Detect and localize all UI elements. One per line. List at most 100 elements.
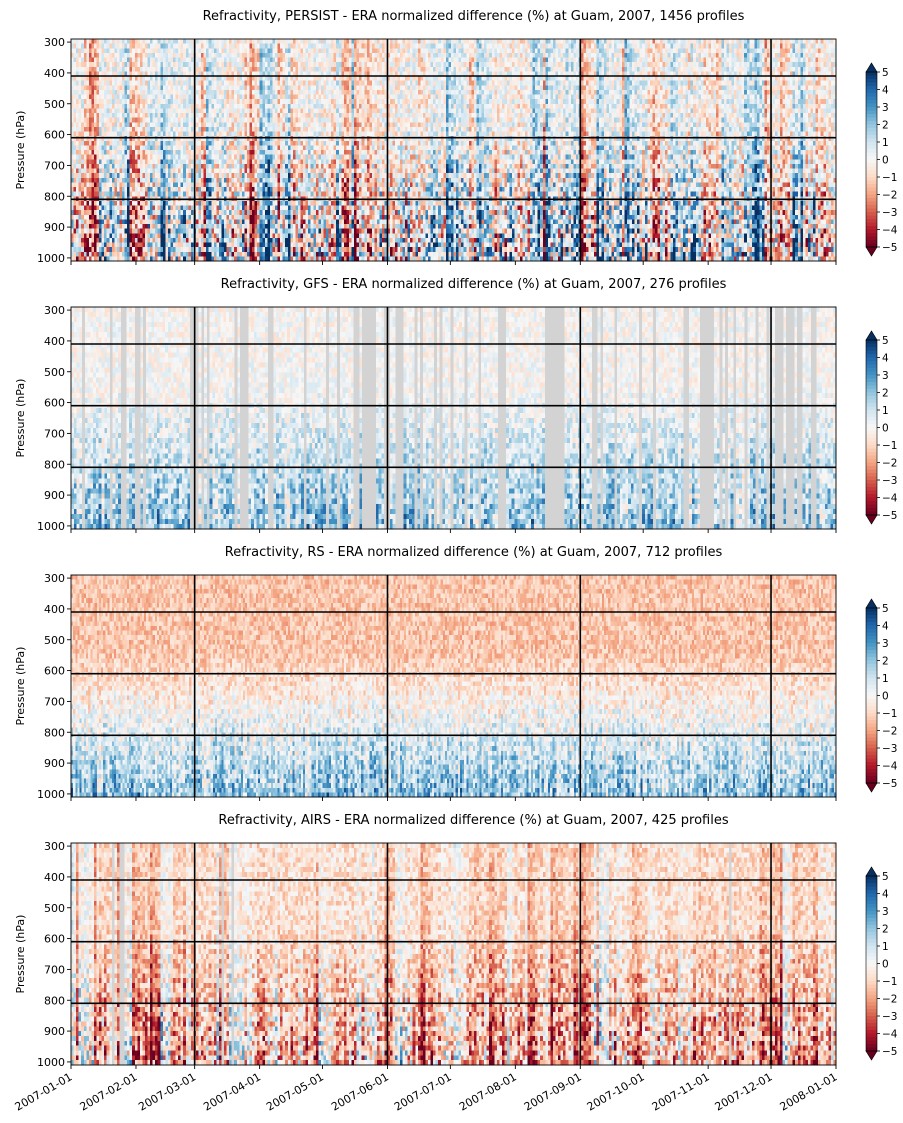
colorbar-tick-label: −3 xyxy=(882,1011,897,1023)
y-tick-label: 500 xyxy=(44,98,65,111)
colorbar-tick-label: −4 xyxy=(882,225,898,237)
colorbar-tick-label: 3 xyxy=(882,638,889,650)
colorbar-tick-label: −1 xyxy=(882,708,897,720)
panel-title: Refractivity, GFS - ERA normalized diffe… xyxy=(221,277,727,292)
colorbar-extend-min xyxy=(865,246,878,257)
colorbar-tick-label: −2 xyxy=(882,458,897,470)
x-tick-label: 2007-02-01 xyxy=(78,1070,140,1113)
colorbar-tick-label: 5 xyxy=(882,871,889,883)
colorbar-tick-label: −1 xyxy=(882,440,897,452)
y-tick-label: 1000 xyxy=(37,252,65,265)
colorbar-tick-label: 1 xyxy=(882,405,889,417)
y-tick-label: 300 xyxy=(44,304,65,317)
y-tick-label: 300 xyxy=(44,840,65,853)
x-tick-label: 2008-01-01 xyxy=(778,1070,840,1113)
colorbar-tick-label: 2 xyxy=(882,388,889,400)
y-axis-label: Pressure (hPa) xyxy=(14,915,27,994)
y-tick-label: 800 xyxy=(44,726,65,739)
colorbar-extend-min xyxy=(865,514,878,525)
y-axis-label: Pressure (hPa) xyxy=(14,647,27,726)
plot-frame xyxy=(70,38,837,262)
colorbar-tick-label: 3 xyxy=(882,906,889,918)
y-tick-label: 700 xyxy=(44,695,65,708)
colorbar-tick-label: −1 xyxy=(882,976,897,988)
y-tick-label: 800 xyxy=(44,994,65,1007)
x-tick-label: 2007-12-01 xyxy=(713,1070,775,1113)
colorbar-tick-label: 5 xyxy=(882,603,889,615)
x-tick-label: 2007-03-01 xyxy=(136,1070,198,1113)
colorbar-tick-label: 0 xyxy=(882,423,889,435)
y-tick-label: 400 xyxy=(44,335,65,348)
colorbar-tick-label: 5 xyxy=(882,335,889,347)
y-tick-label: 300 xyxy=(44,572,65,585)
colorbar: −5 −4 −3 −2 −1 0 1 2 3 4 5 xyxy=(865,62,898,257)
colorbar-extend-max xyxy=(865,598,878,609)
panel-3: Refractivity, RS - ERA normalized differ… xyxy=(14,545,898,801)
colorbar-tick-label: 4 xyxy=(882,85,889,97)
y-tick-label: 600 xyxy=(44,129,65,142)
y-tick-label: 300 xyxy=(44,36,65,49)
colorbar-tick-label: 5 xyxy=(882,67,889,79)
colorbar-tick-label: −4 xyxy=(882,493,898,505)
y-tick-label: 900 xyxy=(44,221,65,234)
colorbar-tick-label: −5 xyxy=(882,510,897,522)
y-tick-label: 900 xyxy=(44,489,65,502)
colorbar-extend-max xyxy=(865,866,878,877)
y-tick-label: 600 xyxy=(44,933,65,946)
x-tick-label: 2007-09-01 xyxy=(522,1070,584,1113)
colorbar-tick-label: 0 xyxy=(882,691,889,703)
plot-frame xyxy=(70,574,837,798)
y-tick-label: 700 xyxy=(44,963,65,976)
colorbar-tick-label: −2 xyxy=(882,190,897,202)
colorbar-tick-label: 2 xyxy=(882,656,889,668)
colorbar-tick-label: 2 xyxy=(882,120,889,132)
y-tick-label: 400 xyxy=(44,871,65,884)
y-tick-label: 800 xyxy=(44,190,65,203)
colorbar-extend-max xyxy=(865,330,878,341)
colorbar-tick-label: −5 xyxy=(882,778,897,790)
x-tick-label: 2007-06-01 xyxy=(329,1070,391,1113)
colorbar-tick-label: 1 xyxy=(882,941,889,953)
heatmap-field xyxy=(71,39,837,262)
y-tick-label: 900 xyxy=(44,757,65,770)
colorbar-tick-label: 0 xyxy=(882,155,889,167)
colorbar-extend-max xyxy=(865,62,878,73)
colorbar-tick-label: 3 xyxy=(882,370,889,382)
y-tick-label: 500 xyxy=(44,366,65,379)
plot-frame xyxy=(70,306,837,530)
y-axis-label: Pressure (hPa) xyxy=(14,111,27,190)
heatmap-field xyxy=(71,307,837,530)
y-tick-label: 400 xyxy=(44,603,65,616)
x-tick-label: 2007-10-01 xyxy=(585,1070,647,1113)
y-tick-label: 500 xyxy=(44,634,65,647)
colorbar: −5 −4 −3 −2 −1 0 1 2 3 4 5 xyxy=(865,598,898,793)
y-tick-label: 1000 xyxy=(37,788,65,801)
y-tick-label: 600 xyxy=(44,397,65,410)
y-tick-label: 600 xyxy=(44,665,65,678)
colorbar-tick-label: −2 xyxy=(882,994,897,1006)
panel-title: Refractivity, RS - ERA normalized differ… xyxy=(225,545,723,560)
colorbar-tick-label: −3 xyxy=(882,475,897,487)
panel-2: Refractivity, GFS - ERA normalized diffe… xyxy=(14,277,898,533)
x-tick-label: 2007-01-01 xyxy=(13,1070,75,1113)
y-tick-label: 500 xyxy=(44,902,65,915)
plot-frame xyxy=(70,842,837,1066)
colorbar-tick-label: 3 xyxy=(882,102,889,114)
colorbar-tick-label: 1 xyxy=(882,673,889,685)
colorbar-tick-label: −1 xyxy=(882,172,897,184)
panel-1: Refractivity, PERSIST - ERA normalized d… xyxy=(14,9,898,265)
y-tick-label: 1000 xyxy=(37,1056,65,1069)
colorbar: −5 −4 −3 −2 −1 0 1 2 3 4 5 xyxy=(865,330,898,525)
x-tick-label: 2007-11-01 xyxy=(650,1070,712,1113)
panel-title: Refractivity, PERSIST - ERA normalized d… xyxy=(203,9,745,24)
colorbar-tick-label: −3 xyxy=(882,207,897,219)
heatmap-field xyxy=(71,843,837,1066)
colorbar-tick-label: −3 xyxy=(882,743,897,755)
y-tick-label: 900 xyxy=(44,1025,65,1038)
x-tick-label: 2007-07-01 xyxy=(392,1070,454,1113)
colorbar-tick-label: −2 xyxy=(882,726,897,738)
colorbar-tick-label: −4 xyxy=(882,761,898,773)
colorbar-tick-label: 4 xyxy=(882,353,889,365)
colorbar-tick-label: 4 xyxy=(882,889,889,901)
